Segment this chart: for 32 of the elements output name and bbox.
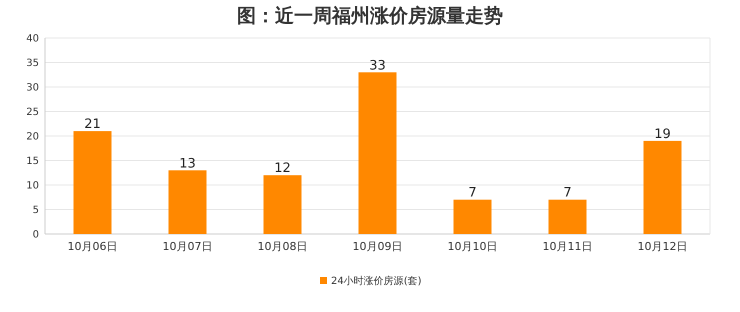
legend-label: 24小时涨价房源(套) xyxy=(331,275,422,287)
chart-title: 图：近一周福州涨价房源量走势 xyxy=(237,5,503,27)
x-tick-label: 10月10日 xyxy=(448,240,498,253)
x-tick-label: 10月08日 xyxy=(258,240,308,253)
y-tick-label: 35 xyxy=(26,58,39,69)
data-label: 7 xyxy=(563,186,572,201)
y-tick-label: 20 xyxy=(26,132,39,142)
y-tick-label: 40 xyxy=(26,34,39,44)
data-label: 13 xyxy=(179,156,196,172)
y-tick-label: 30 xyxy=(26,82,39,94)
y-tick-label: 25 xyxy=(26,107,39,118)
y-tick-label: 5 xyxy=(32,205,39,216)
data-label: 19 xyxy=(654,126,671,142)
bar xyxy=(548,200,586,234)
bar xyxy=(358,72,396,234)
x-tick-label: 10月12日 xyxy=(638,240,688,253)
x-tick-label: 10月11日 xyxy=(542,240,592,253)
bar xyxy=(168,170,206,234)
y-tick-label: 0 xyxy=(32,230,39,240)
x-tick-label: 10月07日 xyxy=(162,240,212,253)
x-tick-label: 10月09日 xyxy=(352,240,402,253)
x-tick-label: 10月06日 xyxy=(68,240,118,253)
y-tick-label: 15 xyxy=(26,156,39,167)
data-label: 12 xyxy=(274,161,291,176)
bar xyxy=(644,140,682,234)
data-label: 7 xyxy=(468,186,477,201)
y-tick-label: 10 xyxy=(26,180,39,192)
data-label: 21 xyxy=(84,117,101,132)
data-label: 33 xyxy=(369,58,386,74)
bar xyxy=(74,131,112,234)
bar xyxy=(454,200,492,234)
bar xyxy=(264,175,302,234)
